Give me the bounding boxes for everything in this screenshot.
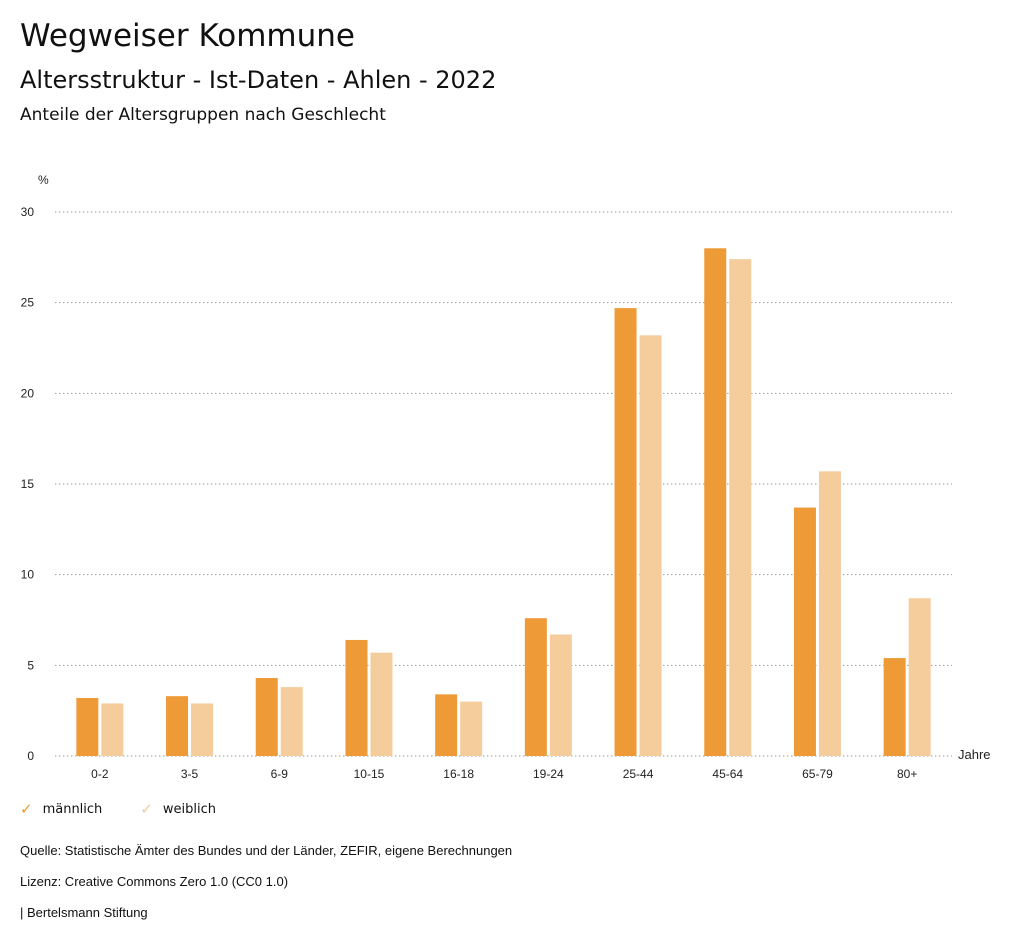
x-tick-label: 25-44 [623, 767, 654, 781]
y-tick-label: 5 [27, 658, 34, 672]
bar-weiblich [729, 259, 752, 756]
x-tick-label: 16-18 [443, 767, 474, 781]
bar-chart: 0 5 10 15 20 25 30% Jahre 0-2 3-5 6-9 10-15 16-18 19-… [21, 173, 991, 781]
bar-weiblich [101, 703, 124, 756]
bar-maennlich [524, 618, 547, 756]
bar-maennlich [614, 308, 637, 756]
license-note: Lizenz: Creative Commons Zero 1.0 (CC0 1… [20, 874, 289, 889]
chart-subtitle: Altersstruktur - Ist-Daten - Ahlen - 202… [20, 66, 497, 94]
bar-maennlich [793, 507, 816, 756]
y-tick-label: 30 [21, 205, 35, 219]
x-tick-label: 6-9 [271, 767, 289, 781]
y-tick-label: 15 [21, 477, 35, 491]
legend-label: weiblich [162, 802, 216, 817]
checkmark-icon: ✓ [140, 800, 153, 818]
bar-maennlich [255, 678, 278, 756]
legend-item-weiblich[interactable]: ✓ weiblich [140, 800, 216, 818]
bar-weiblich [370, 652, 393, 756]
bar-weiblich [280, 687, 303, 756]
bar-weiblich [908, 598, 931, 756]
x-axis-label: Jahre [958, 747, 991, 762]
bar-maennlich [345, 639, 368, 756]
bar-weiblich [818, 471, 841, 756]
legend-label: männlich [42, 802, 103, 817]
x-tick-label: 3-5 [181, 767, 199, 781]
y-tick-label: 10 [21, 568, 35, 582]
chart-description: Anteile der Altersgruppen nach Geschlech… [20, 105, 386, 125]
x-tick-label: 45-64 [712, 767, 743, 781]
bar-weiblich [460, 701, 483, 756]
bar-weiblich [639, 335, 662, 756]
bar-maennlich [883, 658, 906, 756]
page-title: Wegweiser Kommune [20, 18, 355, 54]
bar-maennlich [76, 697, 99, 756]
publisher-note: | Bertelsmann Stiftung [20, 905, 148, 920]
y-axis-label: % [38, 173, 49, 187]
x-tick-label: 65-79 [802, 767, 833, 781]
y-tick-label: 0 [27, 749, 34, 763]
x-tick-label: 80+ [897, 767, 917, 781]
y-tick-label: 25 [21, 296, 35, 310]
bar-maennlich [704, 248, 727, 756]
y-tick-label: 20 [21, 386, 35, 400]
bar-weiblich [549, 634, 572, 756]
source-note: Quelle: Statistische Ämter des Bundes un… [20, 843, 513, 858]
x-tick-label: 0-2 [91, 767, 109, 781]
legend: ✓ männlich ✓ weiblich [20, 800, 216, 818]
bar-weiblich [191, 703, 214, 756]
legend-item-maennlich[interactable]: ✓ männlich [20, 800, 103, 818]
bar-maennlich [435, 694, 458, 756]
checkmark-icon: ✓ [20, 800, 33, 818]
bar-maennlich [166, 696, 189, 756]
x-tick-label: 19-24 [533, 767, 564, 781]
x-tick-label: 10-15 [354, 767, 385, 781]
